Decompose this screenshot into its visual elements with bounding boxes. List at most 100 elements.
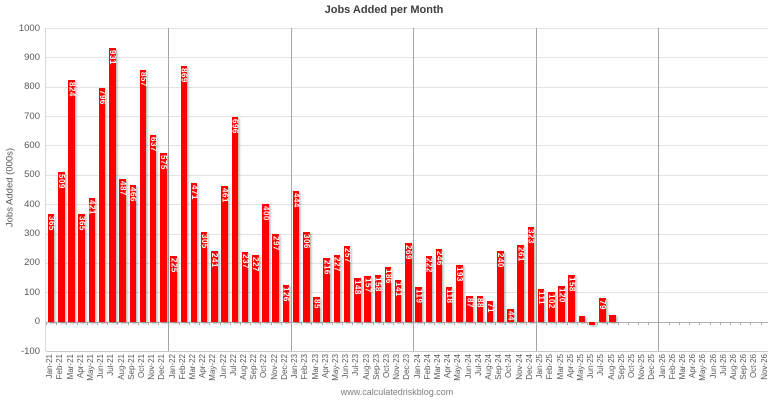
x-axis-label: Sep-22 [249,354,259,380]
x-axis-tick [505,321,507,325]
bar [323,258,330,322]
x-axis-label: Sep-21 [126,354,136,380]
x-axis-tick [658,321,660,325]
x-axis-label: Oct-24 [504,354,514,379]
x-axis-tick [760,321,762,325]
bar [497,251,504,322]
bar [221,186,228,322]
bar [78,214,85,322]
x-axis-label: Jan-23 [290,354,300,379]
x-axis-tick [321,321,323,325]
y-tick-label: 900 [24,51,40,63]
x-axis-label: Oct-25 [626,354,636,379]
x-axis-tick [342,321,344,325]
x-axis-tick [331,321,333,325]
x-axis-tick [719,321,721,325]
bar [160,152,167,322]
y-tick-label: 600 [24,139,40,151]
x-axis-tick [678,321,680,325]
bar [599,298,606,322]
x-axis-label: Sep-26 [739,354,749,380]
x-axis-label: Nov-25 [637,354,647,380]
year-separator-line [413,28,415,351]
bar [170,255,177,322]
bar [109,48,116,322]
bar [405,242,412,322]
x-axis-tick [158,321,160,325]
year-separator-line [535,28,537,351]
x-axis-tick [107,321,109,325]
x-axis-label: Dec-24 [524,354,534,380]
x-axis-tick [311,321,313,325]
x-axis-label: Nov-21 [147,354,157,380]
x-axis-label: Nov-23 [392,354,402,380]
bar [548,291,555,322]
x-axis-label: Sep-24 [494,354,504,380]
x-axis-label: Jul-25 [596,354,606,376]
x-axis-tick [495,321,497,325]
x-axis-label: Jun-23 [341,354,351,379]
x-axis-tick [290,321,292,325]
bar [98,87,106,322]
bar [486,300,494,322]
x-axis-tick [270,321,272,325]
gridline [46,351,768,352]
x-axis-label: Jun-22 [218,354,228,379]
x-axis-label: Apr-26 [688,354,698,379]
bar [445,286,453,322]
x-axis-label: Jun-21 [96,354,106,379]
bar [354,278,361,322]
bar [241,252,249,322]
x-axis-label: Dec-21 [157,354,167,380]
x-axis-tick [76,321,78,325]
bar [139,69,147,322]
x-axis-tick [250,321,252,325]
bar [119,178,126,322]
x-axis-label: May-23 [330,354,340,381]
bar [537,289,545,322]
bar [425,256,433,322]
x-axis-label: Nov-24 [514,354,524,380]
year-separator-line [168,28,170,351]
x-axis-label: Mar-25 [555,354,565,380]
bar [578,316,586,322]
x-axis-label: Jan-21 [45,354,55,379]
x-axis-tick [607,321,609,325]
y-tick-label: 1000 [18,22,40,34]
x-axis-tick [66,321,68,325]
y-tick-label: 300 [24,228,40,240]
bar [333,254,341,322]
bar [190,183,198,322]
x-axis-label: Jul-23 [351,354,361,376]
bar [313,296,320,322]
x-axis-tick [750,321,752,325]
x-axis-tick [433,321,435,325]
x-axis-tick [525,321,527,325]
bar [527,226,535,322]
bar [466,296,473,322]
gridline [46,321,768,323]
x-axis-label: Feb-26 [667,354,677,380]
x-axis-tick [352,321,354,325]
x-axis-label: May-21 [85,354,95,381]
x-axis-tick [668,321,670,325]
x-axis-label: Oct-23 [381,354,391,379]
x-axis-tick [556,321,558,325]
x-axis-tick [403,321,405,325]
bar [558,286,565,322]
bar [476,295,484,322]
x-axis-tick [454,321,456,325]
x-axis-tick [137,321,139,325]
x-axis-label: Jul-26 [718,354,728,376]
x-axis-tick [229,321,231,325]
bar [58,172,65,322]
source-footer: www.calculatedriskblog.com [340,387,454,397]
bar [282,284,290,322]
x-axis-tick [127,321,129,325]
x-axis-label: Apr-23 [320,354,330,379]
x-axis-label: Dec-25 [647,354,657,380]
bar [507,308,514,322]
gridline [46,57,768,59]
x-axis-tick [148,321,150,325]
